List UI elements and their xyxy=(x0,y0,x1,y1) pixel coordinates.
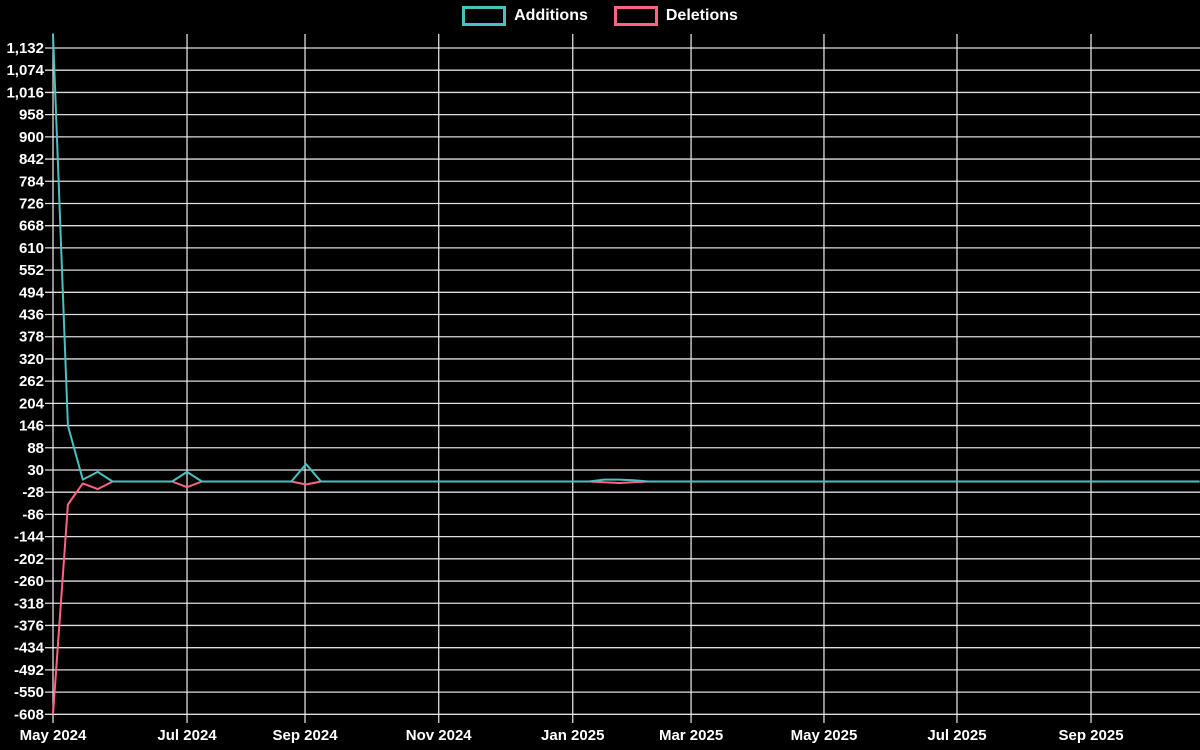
y-axis-tick-label: 204 xyxy=(19,395,45,412)
y-axis-tick-label: 900 xyxy=(19,129,44,146)
y-axis-tick-label: 436 xyxy=(19,307,44,324)
y-axis-tick-label: -434 xyxy=(14,640,45,657)
y-axis-tick-label: -202 xyxy=(14,551,44,568)
y-axis-tick-label: -144 xyxy=(14,529,45,546)
axis-labels: 1,132 1,074 1,016 958 900 842 784 726 668 610 552 4… xyxy=(6,40,1123,744)
additions-swatch-icon xyxy=(462,6,507,26)
y-axis-tick-label: 30 xyxy=(27,462,44,479)
y-axis-tick-label: 842 xyxy=(19,151,44,168)
grid xyxy=(45,34,1200,723)
deletions-line xyxy=(52,480,1200,715)
x-axis-tick-label: Sep 2025 xyxy=(1058,727,1123,744)
y-axis-tick-label: 958 xyxy=(19,107,44,124)
y-axis-tick-label: 1,132 xyxy=(6,40,44,57)
y-axis-tick-label: 726 xyxy=(19,195,44,212)
y-axis-tick-label: 784 xyxy=(19,173,45,190)
legend-label-deletions: Deletions xyxy=(665,7,738,24)
y-axis-tick-label: -86 xyxy=(22,506,44,523)
y-axis-tick-label: -318 xyxy=(14,595,44,612)
additions-line xyxy=(52,33,1200,483)
chart-legend: Additions Deletions xyxy=(0,6,1200,26)
x-axis-tick-label: May 2024 xyxy=(20,727,87,744)
x-axis-tick-label: Mar 2025 xyxy=(659,727,723,744)
x-axis-tick-label: May 2025 xyxy=(791,727,858,744)
y-axis-tick-label: -28 xyxy=(22,484,44,501)
y-axis-tick-label: -376 xyxy=(14,617,44,634)
y-axis-tick-label: 320 xyxy=(19,351,44,368)
y-axis-tick-label: -608 xyxy=(14,706,44,723)
y-axis-tick-label: 1,074 xyxy=(6,62,44,79)
y-axis-tick-label: 552 xyxy=(19,262,44,279)
y-axis-tick-label: -492 xyxy=(14,662,44,679)
legend-label-additions: Additions xyxy=(514,7,588,24)
x-axis-tick-label: Sep 2024 xyxy=(272,727,338,744)
y-axis-tick-label: -550 xyxy=(14,684,44,701)
y-axis-tick-label: 610 xyxy=(19,240,44,257)
x-axis-tick-label: Jul 2024 xyxy=(157,727,217,744)
legend-item-additions[interactable]: Additions xyxy=(462,6,588,26)
y-axis-tick-label: 262 xyxy=(19,373,44,390)
y-axis-tick-label: 88 xyxy=(27,440,44,457)
y-axis-tick-label: -260 xyxy=(14,573,44,590)
x-axis-tick-label: Jan 2025 xyxy=(541,727,604,744)
y-axis-tick-label: 146 xyxy=(19,418,44,435)
y-axis-tick-label: 494 xyxy=(19,284,45,301)
deletions-swatch-icon xyxy=(613,6,658,26)
legend-item-deletions[interactable]: Deletions xyxy=(613,6,738,26)
y-axis-tick-label: 378 xyxy=(19,329,44,346)
x-axis-tick-label: Nov 2024 xyxy=(406,727,473,744)
x-axis-tick-label: Jul 2025 xyxy=(927,727,986,744)
y-axis-tick-label: 1,016 xyxy=(6,84,44,101)
y-axis-tick-label: 668 xyxy=(19,218,44,235)
